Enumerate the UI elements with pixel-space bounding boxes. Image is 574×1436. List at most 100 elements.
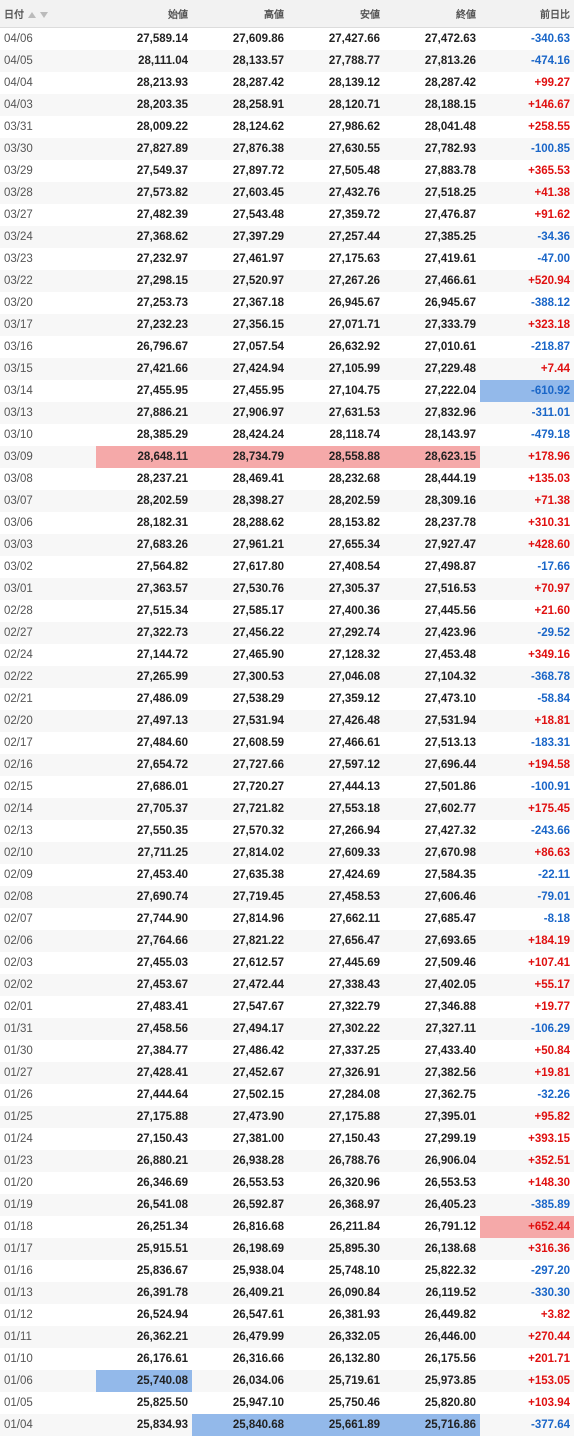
price-cell: 26,346.69 bbox=[136, 1177, 188, 1189]
price-cell: 27,473.10 bbox=[424, 693, 476, 705]
price-cell: 27,609.86 bbox=[232, 33, 284, 45]
price-cell: 27,175.63 bbox=[328, 253, 380, 265]
price-cell: 26,446.00 bbox=[384, 1326, 480, 1348]
price-cell: 27,497.13 bbox=[96, 710, 192, 732]
change-cell: +135.03 bbox=[528, 473, 570, 485]
change-cell: -106.29 bbox=[480, 1018, 574, 1040]
date-cell: 01/13 bbox=[0, 1282, 96, 1304]
date-cell: 01/17 bbox=[0, 1238, 96, 1260]
price-cell: 27,175.88 bbox=[96, 1106, 192, 1128]
price-cell: 28,424.24 bbox=[232, 429, 284, 441]
price-cell: 27,322.73 bbox=[96, 622, 192, 644]
table-row: 03/14 27,455.95 27,455.95 27,104.75 27,222.0… bbox=[0, 380, 574, 402]
change-cell: +99.27 bbox=[534, 77, 571, 89]
table-row: 01/24 27,150.43 27,381.00 27,150.43 27,299.1… bbox=[0, 1128, 574, 1150]
change-cell: -100.91 bbox=[530, 781, 570, 793]
table-row: 02/09 27,453.40 27,635.38 27,424.69 27,584.3… bbox=[0, 864, 574, 886]
table-row: 01/10 26,176.61 26,316.66 26,132.80 26,175.5… bbox=[0, 1348, 574, 1370]
price-cell: 27,886.21 bbox=[96, 402, 192, 424]
change-cell: +7.44 bbox=[480, 358, 574, 380]
table-row: 02/07 27,744.90 27,814.96 27,662.11 27,685.4… bbox=[0, 908, 574, 930]
price-cell: 27,427.32 bbox=[424, 825, 476, 837]
change-cell: +91.62 bbox=[534, 209, 571, 221]
price-cell: 26,788.76 bbox=[288, 1150, 384, 1172]
change-cell: +428.60 bbox=[480, 534, 574, 556]
change-cell: +18.81 bbox=[480, 710, 574, 732]
price-cell: 27,128.32 bbox=[328, 649, 380, 661]
date-cell: 02/16 bbox=[0, 754, 96, 776]
change-cell: +146.67 bbox=[480, 94, 574, 116]
price-cell: 28,009.22 bbox=[136, 121, 188, 133]
price-cell: 27,385.25 bbox=[384, 226, 480, 248]
date-cell: 03/20 bbox=[4, 297, 33, 309]
price-cell: 25,947.10 bbox=[232, 1397, 284, 1409]
date-cell: 01/20 bbox=[4, 1177, 33, 1189]
price-cell: 27,573.82 bbox=[96, 182, 192, 204]
price-cell: 27,465.90 bbox=[232, 649, 284, 661]
header-date[interactable]: 日付 bbox=[0, 0, 96, 28]
date-cell: 03/15 bbox=[0, 358, 96, 380]
table-row: 01/13 26,391.78 26,409.21 26,090.84 26,119.5… bbox=[0, 1282, 574, 1304]
price-cell: 28,202.59 bbox=[96, 490, 192, 512]
header-cell: 終値 bbox=[384, 0, 480, 28]
change-cell: +323.18 bbox=[480, 314, 574, 336]
price-cell: 28,309.16 bbox=[384, 490, 480, 512]
price-cell: 25,719.61 bbox=[288, 1370, 384, 1392]
change-cell: +178.96 bbox=[480, 446, 574, 468]
header-label[interactable]: 日付 bbox=[4, 10, 24, 21]
change-cell: -58.84 bbox=[537, 693, 570, 705]
price-cell: 27,104.32 bbox=[384, 666, 480, 688]
table-row: 04/03 28,203.35 28,258.91 28,120.71 28,188.1… bbox=[0, 94, 574, 116]
price-cell: 27,427.66 bbox=[328, 33, 380, 45]
price-cell: 27,267.26 bbox=[288, 270, 384, 292]
price-cell: 27,363.57 bbox=[96, 578, 192, 600]
price-cell: 27,428.41 bbox=[96, 1062, 192, 1084]
table-row: 01/18 26,251.34 26,816.68 26,211.84 26,791.1… bbox=[0, 1216, 574, 1238]
price-cell: 27,927.47 bbox=[384, 534, 480, 556]
price-cell: 27,455.03 bbox=[136, 957, 188, 969]
price-cell: 27,705.37 bbox=[96, 798, 192, 820]
price-cell: 28,287.42 bbox=[232, 77, 284, 89]
price-cell: 27,384.77 bbox=[136, 1045, 188, 1057]
date-cell: 01/18 bbox=[4, 1221, 33, 1233]
change-cell: -368.78 bbox=[480, 666, 574, 688]
price-cell: 27,711.25 bbox=[96, 842, 192, 864]
change-cell: +393.15 bbox=[528, 1133, 570, 1145]
price-cell: 27,906.97 bbox=[192, 402, 288, 424]
price-cell: 25,973.85 bbox=[384, 1370, 480, 1392]
table-row: 03/03 27,683.26 27,961.21 27,655.34 27,927.4… bbox=[0, 534, 574, 556]
table-row: 01/25 27,175.88 27,473.90 27,175.88 27,395.0… bbox=[0, 1106, 574, 1128]
change-cell: +55.17 bbox=[480, 974, 574, 996]
price-cell: 26,553.53 bbox=[232, 1177, 284, 1189]
price-cell: 27,368.62 bbox=[96, 226, 192, 248]
price-cell: 27,603.45 bbox=[192, 182, 288, 204]
price-cell: 26,391.78 bbox=[96, 1282, 192, 1304]
price-cell: 26,547.61 bbox=[232, 1309, 284, 1321]
price-cell: 27,253.73 bbox=[136, 297, 188, 309]
date-cell: 02/02 bbox=[0, 974, 96, 996]
header-row: 日付 始値 高値 安値 終値 前日比 bbox=[0, 0, 574, 28]
date-cell: 03/28 bbox=[0, 182, 96, 204]
price-cell: 27,589.14 bbox=[136, 33, 188, 45]
change-cell: +41.38 bbox=[480, 182, 574, 204]
price-cell: 27,516.53 bbox=[384, 578, 480, 600]
price-cell: 27,662.11 bbox=[329, 913, 380, 925]
table-row: 02/03 27,455.03 27,612.57 27,445.69 27,509.4… bbox=[0, 952, 574, 974]
table-row: 03/13 27,886.21 27,906.97 27,631.53 27,832.9… bbox=[0, 402, 574, 424]
date-cell: 02/27 bbox=[0, 622, 96, 644]
header-cell: 安値 bbox=[288, 0, 384, 28]
price-cell: 28,203.35 bbox=[96, 94, 192, 116]
price-cell: 27,782.93 bbox=[384, 138, 480, 160]
date-cell: 02/17 bbox=[4, 737, 33, 749]
price-cell: 28,143.97 bbox=[424, 429, 476, 441]
price-cell: 27,419.61 bbox=[424, 253, 476, 265]
price-cell: 27,105.99 bbox=[288, 358, 384, 380]
date-cell: 03/06 bbox=[4, 517, 33, 529]
price-cell: 25,895.30 bbox=[288, 1238, 384, 1260]
sort-icon[interactable] bbox=[27, 11, 49, 19]
date-cell: 04/04 bbox=[4, 77, 33, 89]
price-cell: 28,188.15 bbox=[384, 94, 480, 116]
price-cell: 26,368.97 bbox=[288, 1194, 384, 1216]
price-cell: 27,498.87 bbox=[424, 561, 476, 573]
